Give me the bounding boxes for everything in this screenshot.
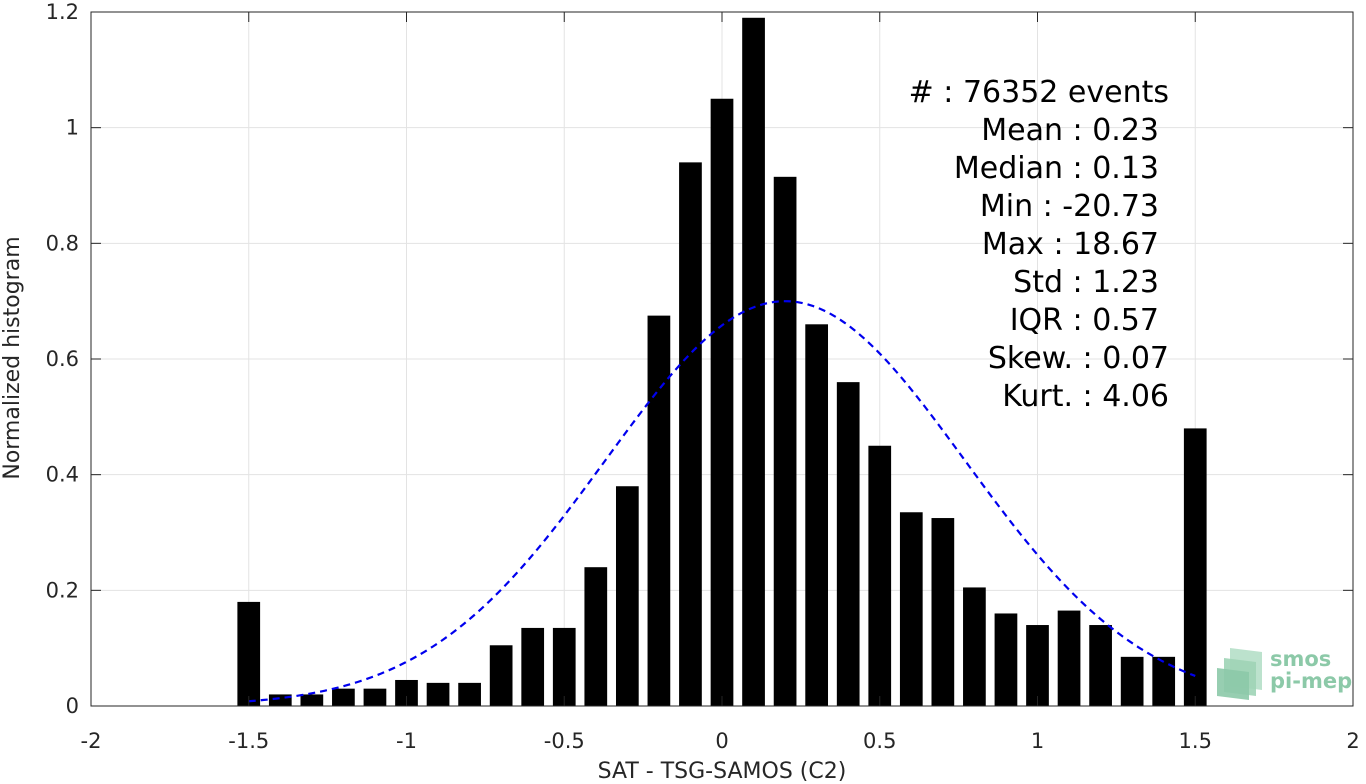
histogram-bar bbox=[679, 162, 702, 706]
y-tick-label: 0 bbox=[66, 694, 79, 718]
x-tick-label: 0 bbox=[715, 729, 728, 753]
stat-line: Std : 1.23 bbox=[1013, 265, 1159, 300]
y-tick-label: 1 bbox=[66, 116, 79, 140]
histogram-bar bbox=[300, 694, 324, 706]
histogram-bars bbox=[237, 17, 1207, 707]
x-axis-label: SAT - TSG-SAMOS (C2) bbox=[598, 759, 847, 784]
histogram-bar bbox=[363, 688, 387, 706]
histogram-bar bbox=[1120, 656, 1144, 706]
smos-pi-mep-logo: smos pi-mep bbox=[1217, 647, 1352, 700]
x-tick-label: 0.5 bbox=[863, 729, 896, 753]
x-tick-label: -0.5 bbox=[544, 729, 585, 753]
histogram-bar bbox=[1152, 656, 1176, 706]
x-tick-label: 1 bbox=[1031, 729, 1044, 753]
y-tick-label: 0.4 bbox=[46, 463, 79, 487]
histogram-bar bbox=[1057, 610, 1081, 706]
histogram-bar bbox=[1089, 625, 1112, 706]
histogram-bar bbox=[773, 176, 797, 706]
histogram-bar bbox=[584, 567, 608, 706]
x-axis-ticks: -2 -1.5 -1 -0.5 0 0.5 1 1.5 2 bbox=[81, 12, 1360, 753]
y-axis-ticks: 0 0.2 0.4 0.6 0.8 1 1.2 bbox=[46, 0, 1353, 718]
logo-line2: pi-mep bbox=[1270, 669, 1352, 693]
fit-curve bbox=[248, 300, 1196, 703]
histogram-bar bbox=[458, 682, 481, 706]
histogram-bar bbox=[805, 324, 829, 706]
stat-line: Mean : 0.23 bbox=[981, 113, 1159, 148]
logo-emblem-icon bbox=[1217, 648, 1262, 700]
histogram-bar bbox=[647, 315, 671, 706]
x-tick-label: -1.5 bbox=[228, 729, 269, 753]
stat-line: IQR : 0.57 bbox=[1010, 303, 1159, 338]
histogram-bar bbox=[332, 688, 355, 706]
histogram-bar bbox=[710, 98, 734, 706]
histogram-bar bbox=[489, 645, 513, 706]
x-tick-label: -1 bbox=[396, 729, 417, 753]
histogram-bar bbox=[742, 17, 765, 707]
histogram-bar bbox=[426, 682, 450, 706]
x-tick-label: 2 bbox=[1346, 729, 1359, 753]
stat-line: Skew. : 0.07 bbox=[988, 341, 1169, 376]
histogram-bar bbox=[395, 679, 418, 706]
histogram-bar bbox=[237, 601, 261, 706]
stat-line: # : 76352 events bbox=[909, 75, 1169, 110]
y-tick-label: 0.8 bbox=[46, 231, 79, 255]
y-tick-label: 1.2 bbox=[46, 0, 79, 24]
histogram-bar bbox=[899, 512, 923, 706]
y-tick-label: 0.2 bbox=[46, 578, 79, 602]
histogram-bar bbox=[552, 627, 576, 706]
histogram-bar bbox=[1183, 428, 1207, 706]
stat-line: Min : -20.73 bbox=[980, 189, 1159, 224]
stat-line: Median : 0.13 bbox=[954, 151, 1159, 186]
histogram-bar bbox=[268, 694, 292, 706]
x-tick-label: -2 bbox=[81, 729, 102, 753]
histogram-bar bbox=[1026, 625, 1049, 706]
y-axis-label: Normalized histogram bbox=[0, 236, 25, 479]
histogram-bar bbox=[615, 486, 639, 706]
histogram-bar bbox=[994, 613, 1018, 706]
histogram-bar bbox=[521, 627, 545, 706]
stat-line: Kurt. : 4.06 bbox=[1002, 379, 1169, 414]
logo-line1: smos bbox=[1270, 647, 1331, 671]
y-tick-label: 0.6 bbox=[46, 347, 79, 371]
histogram-bar bbox=[963, 587, 986, 706]
x-tick-label: 1.5 bbox=[1179, 729, 1212, 753]
histogram-bar bbox=[931, 518, 955, 706]
histogram-bar bbox=[836, 382, 860, 706]
stat-line: Max : 18.67 bbox=[982, 227, 1159, 262]
histogram-bar bbox=[868, 445, 892, 706]
